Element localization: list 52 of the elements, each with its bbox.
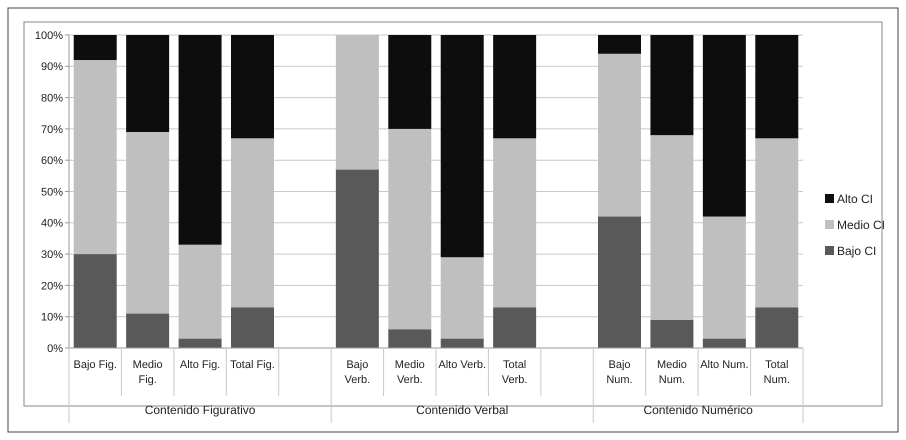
x-tick-label: Bajo Verb. [344, 359, 370, 386]
bar [702, 338, 746, 348]
y-tick-label: 30% [40, 248, 64, 261]
x-tick-label: Medio Fig. [132, 359, 163, 386]
y-tick-label: 80% [40, 92, 64, 104]
bar [598, 216, 641, 348]
bar [650, 35, 694, 136]
y-tick-label: 60% [40, 155, 64, 168]
bar [231, 35, 274, 138]
bar [755, 35, 798, 138]
y-tick-label: 0% [47, 342, 64, 355]
bar [388, 35, 432, 129]
bar [336, 170, 379, 348]
x-tick-label: Alto Num. [700, 359, 749, 371]
bar [598, 35, 641, 54]
bar [178, 338, 222, 348]
x-tick-label: Total Fig. [230, 359, 275, 371]
legend-label: Medio CI [837, 218, 886, 232]
bar [126, 35, 170, 132]
text: Contenido Verbal [416, 403, 508, 417]
legend-label: Bajo CI [837, 244, 876, 258]
x-tick-label: Bajo Num. [606, 359, 633, 386]
x-tick-label: Total Verb. [502, 359, 528, 386]
x-tick-label: Total Num. [764, 359, 790, 386]
bar [650, 320, 694, 348]
x-tick-label: Alto Fig. [180, 359, 220, 371]
bar [493, 307, 536, 348]
x-tick-label: Medio Verb. [394, 359, 425, 386]
bar [178, 35, 222, 245]
bar [74, 254, 117, 348]
x-tick-label: Medio Num. [656, 359, 687, 386]
x-tick-label: Bajo Fig. [74, 359, 117, 371]
bar [126, 314, 170, 348]
y-tick-label: 70% [40, 124, 64, 136]
text: Contenido Figurativo [144, 403, 256, 417]
y-tick-label: 20% [40, 280, 64, 292]
bar [74, 35, 117, 60]
x-tick-label: Alto Verb. [438, 359, 486, 371]
y-tick-label: 40% [40, 218, 64, 230]
y-tick-label: 90% [40, 61, 64, 74]
bar [702, 35, 746, 217]
bar [440, 35, 484, 258]
y-tick-label: 50% [40, 186, 64, 198]
text: Contenido Numérico [643, 403, 754, 417]
bar [388, 329, 432, 348]
y-tick-label: 100% [34, 30, 64, 42]
bar [231, 307, 274, 348]
bar [493, 35, 536, 138]
y-tick-label: 10% [40, 312, 64, 324]
legend-label: Alto CI [837, 192, 874, 206]
bar [440, 338, 484, 348]
bar [755, 307, 798, 348]
